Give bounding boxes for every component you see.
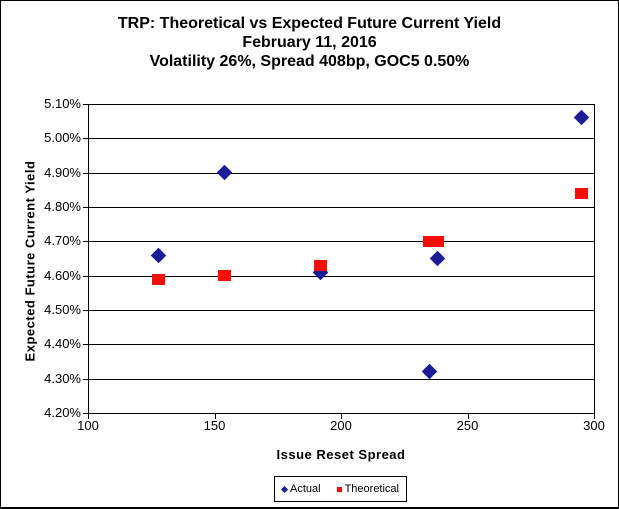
actual-diamond-icon bbox=[280, 485, 289, 493]
gridline-y bbox=[88, 378, 594, 380]
data-point-theoretical bbox=[152, 273, 166, 285]
y-tick-mark bbox=[83, 138, 88, 140]
y-tick-label: 4.20% bbox=[44, 405, 81, 420]
x-tick-mark bbox=[594, 414, 595, 419]
gridline-y bbox=[88, 138, 594, 140]
y-tick-label: 5.00% bbox=[44, 130, 81, 146]
x-tick-label: 200 bbox=[330, 418, 352, 433]
data-point-theoretical bbox=[314, 259, 328, 271]
legend-label-actual: Actual bbox=[290, 483, 321, 495]
x-tick-label: 150 bbox=[203, 418, 226, 433]
chart-title: TRP: Theoretical vs Expected Future Curr… bbox=[117, 15, 502, 32]
x-tick-mark bbox=[88, 414, 89, 419]
y-tick-mark bbox=[83, 241, 88, 243]
y-tick-mark bbox=[83, 413, 88, 414]
legend-box: Actual Theoretical bbox=[274, 476, 407, 502]
legend-item-theoretical: Theoretical bbox=[336, 483, 399, 495]
plot-area bbox=[88, 104, 595, 414]
data-point-theoretical bbox=[430, 235, 444, 247]
chart-subtitle-date: February 11, 2016 bbox=[242, 34, 377, 51]
x-tick-label: 300 bbox=[583, 418, 605, 433]
gridline-y bbox=[88, 310, 594, 311]
x-tick-mark bbox=[341, 414, 342, 419]
y-tick-mark bbox=[83, 172, 88, 174]
y-tick-label: 4.90% bbox=[44, 164, 81, 180]
y-tick-mark bbox=[83, 378, 88, 380]
x-axis-title: Issue Reset Spread bbox=[276, 447, 406, 462]
y-tick-mark bbox=[83, 207, 88, 208]
data-point-theoretical bbox=[574, 187, 588, 199]
y-tick-label: 5.10% bbox=[44, 96, 81, 111]
theoretical-square-icon bbox=[336, 486, 342, 492]
x-tick-label: 250 bbox=[456, 418, 479, 433]
chart-subtitle-params: Volatility 26%, Spread 408bp, GOC5 0.50% bbox=[149, 53, 470, 70]
y-tick-label: 4.30% bbox=[44, 370, 81, 386]
data-point-theoretical bbox=[218, 270, 232, 282]
y-tick-label: 4.70% bbox=[44, 233, 81, 249]
x-tick-label: 100 bbox=[77, 418, 99, 433]
gridline-y bbox=[88, 241, 594, 243]
x-tick-mark bbox=[467, 414, 469, 419]
chart-title-block: TRP: Theoretical vs Expected Future Curr… bbox=[1, 14, 618, 71]
gridline-y bbox=[88, 275, 594, 277]
y-tick-label: 4.40% bbox=[44, 336, 81, 352]
y-axis-title: Expected Future Current Yield bbox=[22, 160, 38, 362]
gridline-y bbox=[88, 172, 594, 174]
y-tick-mark bbox=[83, 275, 88, 277]
legend-item-actual: Actual bbox=[280, 483, 321, 495]
data-point-theoretical bbox=[423, 235, 437, 247]
y-tick-label: 4.60% bbox=[44, 267, 81, 283]
gridline-y bbox=[88, 344, 594, 346]
y-tick-mark bbox=[83, 104, 88, 105]
gridline-y bbox=[88, 207, 594, 208]
y-tick-label: 4.80% bbox=[44, 199, 81, 214]
y-tick-mark bbox=[83, 344, 88, 346]
legend-label-theoretical: Theoretical bbox=[344, 483, 399, 495]
y-tick-mark bbox=[83, 310, 88, 311]
x-tick-mark bbox=[214, 414, 216, 419]
y-tick-label: 4.50% bbox=[44, 302, 81, 317]
